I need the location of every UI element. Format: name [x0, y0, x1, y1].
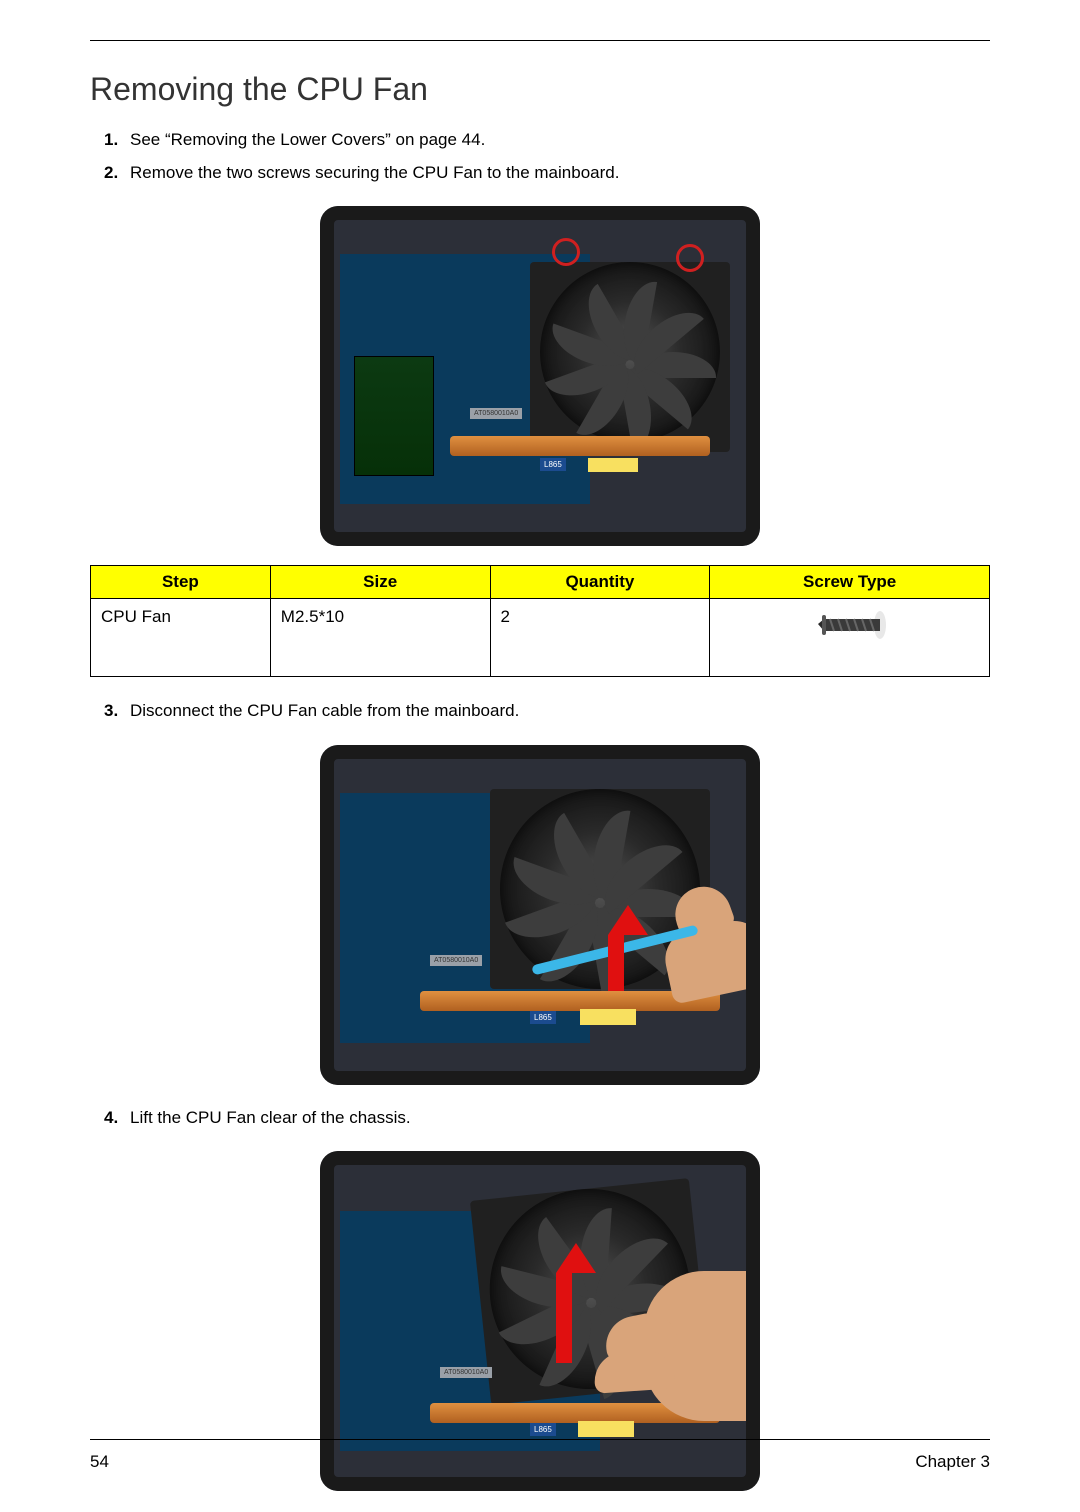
th-screw-type: Screw Type	[710, 566, 990, 599]
photo-1-wrapper: AT0580010A0 L865	[90, 206, 990, 551]
screw-table: Step Size Quantity Screw Type CPU Fan M2…	[90, 565, 990, 677]
step-text: Remove the two screws securing the CPU F…	[130, 163, 619, 182]
step-text: Disconnect the CPU Fan cable from the ma…	[130, 701, 519, 720]
step-number: 3.	[104, 697, 118, 724]
step-3: 3. Disconnect the CPU Fan cable from the…	[130, 697, 990, 724]
bottom-rule	[90, 1439, 990, 1440]
th-size: Size	[270, 566, 490, 599]
th-step: Step	[91, 566, 271, 599]
page-title: Removing the CPU Fan	[90, 71, 990, 108]
td-size: M2.5*10	[270, 599, 490, 677]
step-4: 4. Lift the CPU Fan clear of the chassis…	[130, 1104, 990, 1131]
photo-3-wrapper: AT0580010A0 L865	[90, 1151, 990, 1496]
photo-1-label-blue: L865	[540, 458, 566, 471]
page-number: 54	[90, 1452, 109, 1472]
th-quantity: Quantity	[490, 566, 710, 599]
photo-2-label-blue: L865	[530, 1011, 556, 1024]
step-number: 1.	[104, 126, 118, 153]
step-1: 1. See “Removing the Lower Covers” on pa…	[130, 126, 990, 153]
top-rule	[90, 40, 990, 41]
photo-2-wrapper: AT0580010A0 L865	[90, 745, 990, 1090]
chapter-label: Chapter 3	[915, 1452, 990, 1472]
table-header-row: Step Size Quantity Screw Type	[91, 566, 990, 599]
photo-2-label-grey: AT0580010A0	[430, 955, 482, 966]
screw-icon	[810, 607, 890, 641]
photo-3-label-grey: AT0580010A0	[440, 1367, 492, 1378]
photo-2: AT0580010A0 L865	[320, 745, 760, 1085]
step-2: 2. Remove the two screws securing the CP…	[130, 159, 990, 186]
td-step: CPU Fan	[91, 599, 271, 677]
step-list: 1. See “Removing the Lower Covers” on pa…	[90, 126, 990, 186]
step-list-cont-1: 3. Disconnect the CPU Fan cable from the…	[90, 697, 990, 724]
step-list-cont-2: 4. Lift the CPU Fan clear of the chassis…	[90, 1104, 990, 1131]
step-number: 2.	[104, 159, 118, 186]
page-footer: 54 Chapter 3	[90, 1452, 990, 1472]
td-quantity: 2	[490, 599, 710, 677]
photo-1-label-grey: AT0580010A0	[470, 408, 522, 419]
step-text: See “Removing the Lower Covers” on page …	[130, 130, 485, 149]
step-text: Lift the CPU Fan clear of the chassis.	[130, 1108, 411, 1127]
table-row: CPU Fan M2.5*10 2	[91, 599, 990, 677]
step-number: 4.	[104, 1104, 118, 1131]
photo-1: AT0580010A0 L865	[320, 206, 760, 546]
td-screw-image	[710, 599, 990, 677]
photo-3-label-blue: L865	[530, 1423, 556, 1436]
